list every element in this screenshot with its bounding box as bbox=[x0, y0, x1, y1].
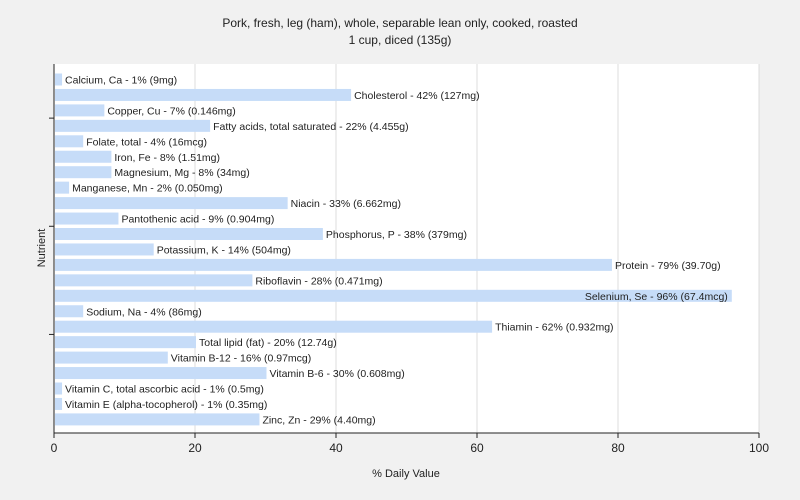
bar-10 bbox=[55, 228, 323, 240]
bar-18 bbox=[55, 351, 168, 364]
bar-label-6: Magnesium, Mg - 8% (34mg) bbox=[114, 167, 249, 179]
bar-label-4: Folate, total - 4% (16mcg) bbox=[86, 136, 207, 148]
bar-label-21: Vitamin E (alpha-tocopherol) - 1% (0.35m… bbox=[65, 399, 267, 411]
bar-14 bbox=[55, 289, 732, 302]
x-tick-label-2: 40 bbox=[329, 441, 343, 455]
bar-label-12: Protein - 79% (39.70g) bbox=[615, 260, 721, 272]
x-tick-label-0: 0 bbox=[51, 441, 58, 455]
bar-label-2: Copper, Cu - 7% (0.146mg) bbox=[107, 105, 235, 117]
y-axis-title: Nutrient bbox=[36, 229, 48, 268]
bar-11 bbox=[55, 243, 154, 256]
bar-6 bbox=[55, 166, 112, 179]
bar-22 bbox=[55, 413, 260, 426]
x-axis-title: % Daily Value bbox=[372, 468, 440, 480]
bar-label-11: Potassium, K - 14% (504mg) bbox=[157, 244, 291, 256]
bar-3 bbox=[55, 119, 211, 132]
bar-5 bbox=[55, 150, 112, 163]
bar-label-16: Thiamin - 62% (0.932mg) bbox=[495, 322, 613, 334]
bar-19 bbox=[55, 367, 267, 380]
chart-title: Pork, fresh, leg (ham), whole, separable… bbox=[222, 16, 577, 30]
x-tick-label-1: 20 bbox=[188, 441, 202, 455]
bar-1 bbox=[55, 88, 352, 101]
bar-2 bbox=[55, 104, 105, 117]
bar-0 bbox=[55, 73, 63, 86]
bar-label-13: Riboflavin - 28% (0.471mg) bbox=[255, 275, 382, 287]
bar-label-0: Calcium, Ca - 1% (9mg) bbox=[65, 75, 177, 87]
bars: Calcium, Ca - 1% (9mg) Cholesterol - 42% … bbox=[55, 73, 732, 426]
bar-label-1: Cholesterol - 42% (127mg) bbox=[354, 90, 479, 102]
x-tick-label-5: 100 bbox=[749, 441, 769, 455]
bar-label-22: Zinc, Zn - 29% (4.40mg) bbox=[262, 414, 375, 426]
bar-label-18: Vitamin B-12 - 16% (0.97mcg) bbox=[171, 353, 311, 365]
x-tick-label-4: 80 bbox=[611, 441, 625, 455]
bar-label-7: Manganese, Mn - 2% (0.050mg) bbox=[72, 183, 223, 195]
x-tick-label-3: 60 bbox=[470, 441, 484, 455]
bar-12 bbox=[55, 258, 612, 271]
bar-label-8: Niacin - 33% (6.662mg) bbox=[291, 198, 401, 210]
bar-label-3: Fatty acids, total saturated - 22% (4.45… bbox=[213, 121, 409, 133]
bar-label-14: Selenium, Se - 96% (67.4mcg) bbox=[585, 291, 728, 303]
bar-label-10: Phosphorus, P - 38% (379mg) bbox=[326, 229, 467, 241]
bar-label-20: Vitamin C, total ascorbic acid - 1% (0.5… bbox=[65, 384, 264, 396]
bar-7 bbox=[55, 181, 70, 194]
bar-17 bbox=[55, 336, 196, 349]
chart-subtitle: 1 cup, diced (135g) bbox=[349, 33, 452, 47]
bar-8 bbox=[55, 197, 288, 210]
bar-9 bbox=[55, 212, 119, 225]
bar-4 bbox=[55, 135, 84, 148]
bar-21 bbox=[55, 397, 63, 410]
bar-label-9: Pantothenic acid - 9% (0.904mg) bbox=[121, 214, 274, 226]
bar-16 bbox=[55, 320, 493, 333]
axes: 0 20 40 60 80 100 bbox=[49, 64, 769, 455]
bar-20 bbox=[55, 382, 63, 395]
bar-label-5: Iron, Fe - 8% (1.51mg) bbox=[114, 152, 220, 164]
bar-15 bbox=[55, 305, 84, 318]
bar-label-15: Sodium, Na - 4% (86mg) bbox=[86, 306, 202, 318]
bar-label-17: Total lipid (fat) - 20% (12.74g) bbox=[199, 337, 337, 349]
bar-13 bbox=[55, 274, 253, 287]
bar-label-19: Vitamin B-6 - 30% (0.608mg) bbox=[270, 368, 405, 380]
